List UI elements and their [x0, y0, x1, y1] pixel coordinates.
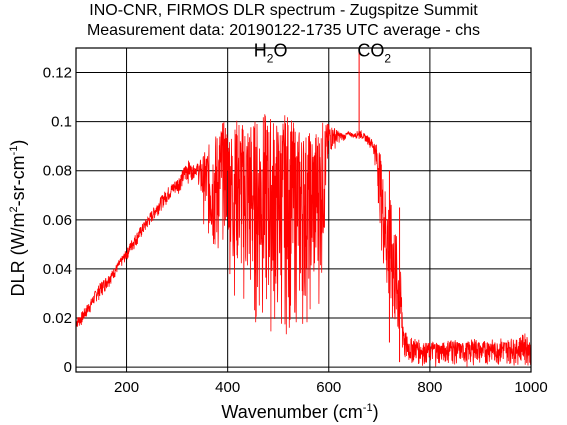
spectrum-line: [75, 114, 532, 367]
x-tick-label: 1000: [514, 379, 547, 396]
molecule-annotation: CO2: [357, 41, 391, 66]
y-tick-label: 0.06: [43, 212, 72, 229]
annotations: H2O CO2: [254, 41, 392, 66]
molecule-annotation: H2O: [254, 41, 288, 66]
plot-frame: [75, 47, 532, 373]
y-tick-label: 0: [64, 359, 72, 376]
x-tick-label: 200: [114, 379, 139, 396]
y-axis-ticks: 0 0.02 0.04 0.06 0.08 0.1 0.12: [43, 65, 72, 377]
chart-subtitle: Measurement data: 20190122-1735 UTC aver…: [86, 22, 481, 39]
series-layer: [75, 48, 532, 367]
x-tick-label: 400: [215, 379, 240, 396]
chart-title: INO-CNR, FIRMOS DLR spectrum - Zugspitze…: [89, 2, 478, 19]
y-tick-label: 0.12: [43, 65, 72, 82]
x-axis-label: Wavenumber (cm-1): [221, 402, 378, 422]
y-tick-label: 0.04: [43, 261, 72, 278]
y-axis-label: DLR (W/m2-sr-cm-1): [8, 140, 28, 297]
y-tick-label: 0.08: [43, 163, 72, 180]
y-tick-label: 0.1: [51, 114, 72, 131]
x-tick-label: 600: [316, 379, 341, 396]
y-tick-label: 0.02: [43, 310, 72, 327]
x-tick-label: 800: [417, 379, 442, 396]
x-axis-ticks: 200 400 600 800 1000: [114, 379, 548, 396]
